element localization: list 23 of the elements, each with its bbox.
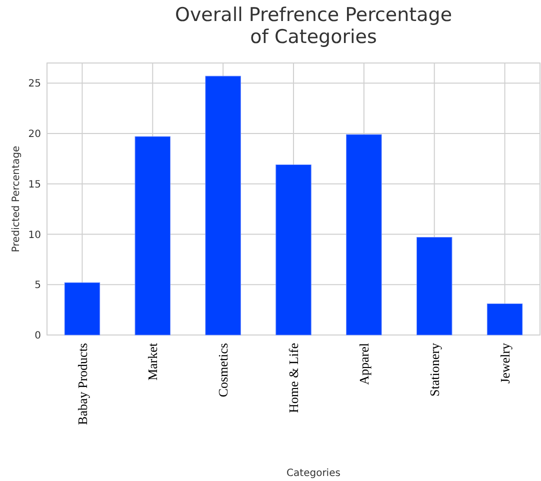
bar bbox=[346, 134, 382, 336]
x-tick-label: Apparel bbox=[356, 342, 372, 385]
x-tick-label: Jewelry bbox=[497, 342, 512, 384]
y-tick-label: 10 bbox=[28, 230, 41, 241]
x-tick-label: Stationery bbox=[426, 342, 442, 396]
bar bbox=[486, 304, 523, 336]
x-tick-label: Market bbox=[145, 342, 160, 381]
y-tick-label: 5 bbox=[34, 280, 41, 292]
bar bbox=[416, 237, 452, 336]
bar bbox=[64, 282, 100, 336]
x-tick-label: Home & Life bbox=[286, 342, 302, 414]
chart-title: Overall Prefrence Percentage of Categories bbox=[174, 4, 452, 48]
x-tick-label: Cosmetics bbox=[216, 343, 231, 398]
x-axis-title: Categories bbox=[286, 468, 340, 479]
bar bbox=[205, 76, 241, 336]
y-tick-label: 20 bbox=[28, 129, 41, 140]
bar bbox=[276, 164, 312, 336]
bar bbox=[134, 136, 170, 336]
x-tick-label: Babay Products bbox=[74, 343, 90, 425]
y-tick-label: 25 bbox=[28, 78, 41, 90]
y-tick-label: 15 bbox=[28, 179, 41, 190]
y-axis-title: Predicted Percentage bbox=[11, 146, 22, 252]
y-tick-label: 0 bbox=[34, 330, 41, 342]
